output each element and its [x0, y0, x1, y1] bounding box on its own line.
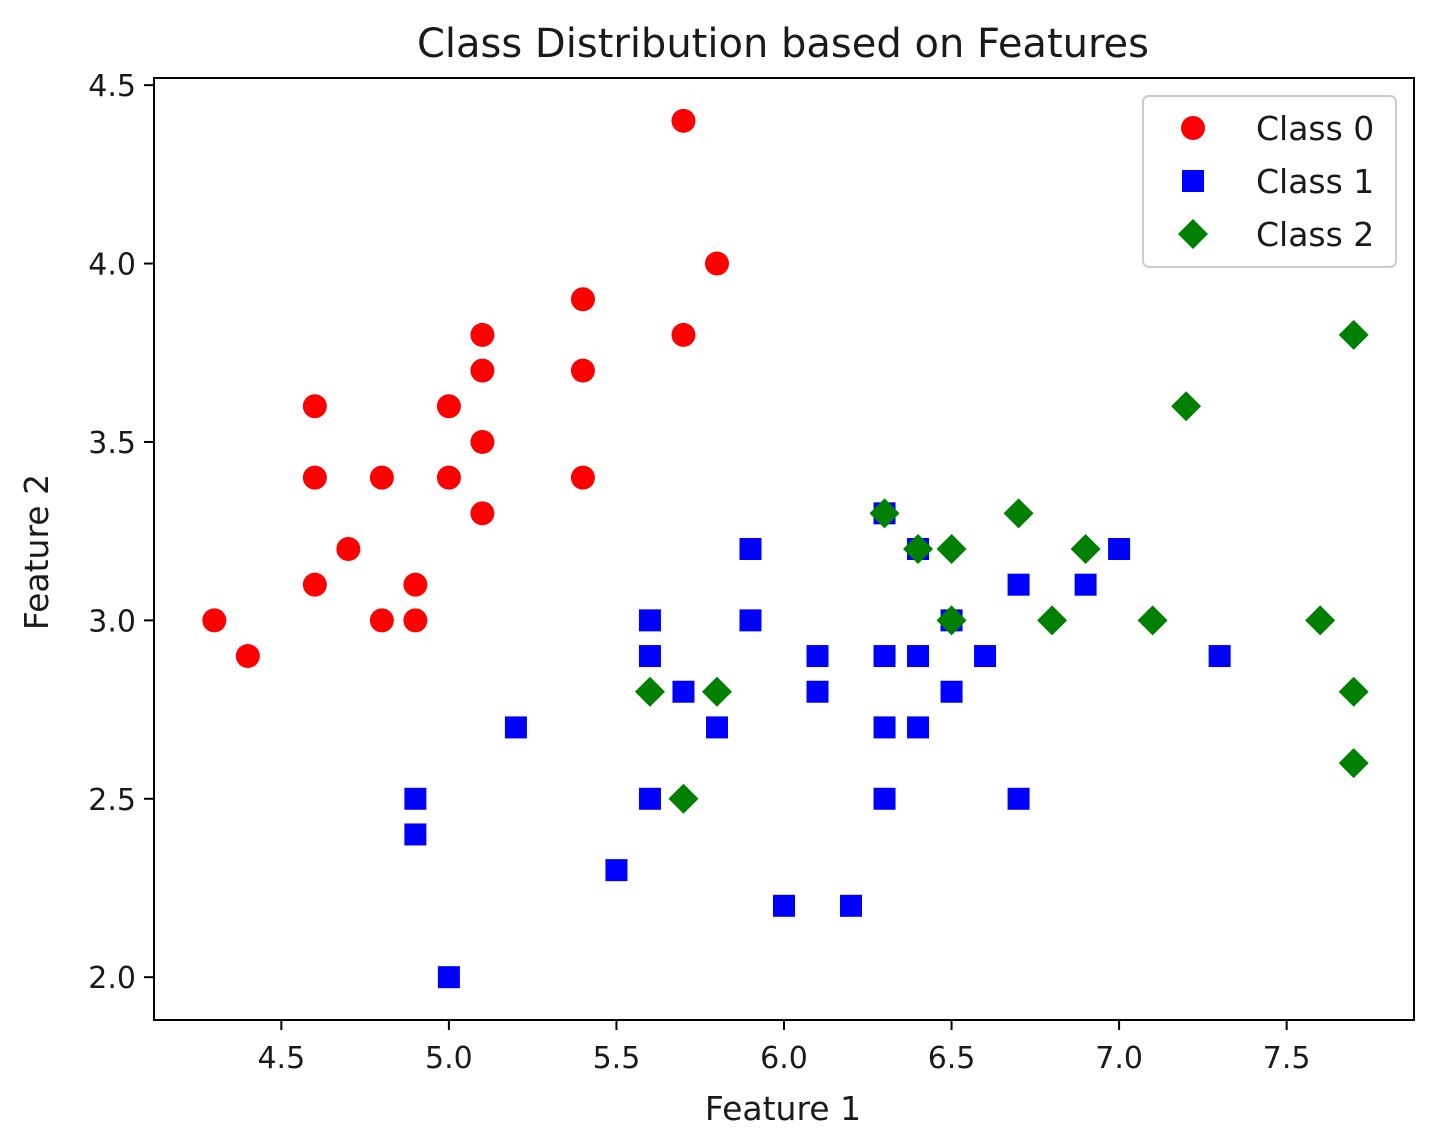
data-point — [806, 680, 829, 703]
y-tick-label: 2.0 — [88, 961, 136, 996]
data-point — [1108, 538, 1131, 560]
data-point — [404, 787, 427, 810]
data-point — [1338, 319, 1369, 350]
data-point — [907, 716, 930, 739]
data-point — [470, 429, 495, 454]
y-axis: 2.0 2.5 3.0 3.5 4.0 4.5 — [88, 69, 154, 996]
data-point — [570, 358, 595, 383]
data-point — [739, 538, 762, 560]
data-point — [940, 680, 963, 703]
data-point — [202, 608, 227, 633]
data-point — [1007, 573, 1030, 596]
x-axis: 4.5 5.0 5.5 6.0 6.5 7.0 7.5 — [257, 1020, 1311, 1076]
data-point — [302, 465, 327, 490]
data-point — [739, 609, 762, 632]
data-point — [470, 501, 495, 526]
data-point — [840, 894, 863, 917]
data-point — [873, 645, 896, 668]
data-point — [302, 572, 327, 597]
data-point — [974, 645, 997, 668]
data-point — [634, 676, 665, 707]
data-point — [668, 783, 699, 814]
legend-marker — [1178, 219, 1208, 249]
data-point — [806, 645, 829, 668]
legend-box — [1142, 95, 1397, 268]
data-point — [1137, 605, 1168, 636]
x-tick-label: 6.5 — [928, 1041, 976, 1076]
data-point — [936, 605, 967, 636]
y-tick-label: 4.0 — [88, 248, 136, 283]
x-tick-label: 5.0 — [425, 1041, 473, 1076]
x-tick-label: 7.5 — [1263, 1041, 1311, 1076]
data-point — [470, 358, 495, 383]
data-point — [369, 608, 394, 633]
y-tick-label: 2.5 — [88, 783, 136, 818]
data-point — [701, 676, 732, 707]
data-point — [705, 716, 728, 739]
legend-label: Class 0 — [1256, 109, 1374, 148]
data-point — [1037, 605, 1068, 636]
data-point — [1003, 498, 1034, 529]
data-point — [936, 534, 967, 564]
data-point — [570, 287, 595, 312]
data-point — [369, 465, 394, 490]
data-point — [235, 644, 260, 669]
data-point — [437, 966, 460, 989]
data-point — [302, 394, 327, 419]
data-point — [873, 787, 896, 810]
data-point — [1208, 645, 1231, 668]
legend-marker — [1181, 116, 1205, 140]
legend-label: Class 2 — [1256, 215, 1374, 254]
data-point — [1305, 605, 1336, 636]
data-point — [605, 859, 628, 882]
data-point — [504, 716, 527, 739]
data-point — [907, 645, 930, 668]
data-point — [672, 680, 695, 703]
data-point — [1338, 676, 1369, 707]
y-tick-label: 3.5 — [88, 426, 136, 461]
series-class-1 — [404, 502, 1231, 989]
y-tick-label: 3.0 — [88, 604, 136, 639]
x-tick-label: 6.0 — [760, 1041, 808, 1076]
data-point — [436, 394, 461, 419]
legend-marker — [1182, 170, 1204, 192]
y-axis-label: Feature 2 — [17, 474, 56, 630]
series-class-2 — [634, 319, 1369, 814]
data-point — [873, 716, 896, 739]
data-point — [1007, 787, 1030, 810]
data-point — [470, 322, 495, 347]
x-axis-label: Feature 1 — [705, 1089, 861, 1128]
data-point — [638, 787, 661, 810]
series-class-0 — [202, 108, 729, 669]
data-point — [336, 537, 361, 561]
data-point — [671, 108, 696, 133]
data-point — [903, 534, 934, 564]
y-tick-label: 4.5 — [88, 69, 136, 104]
chart-title: Class Distribution based on Features — [417, 21, 1149, 67]
legend-label: Class 1 — [1256, 162, 1374, 201]
data-point — [704, 251, 729, 276]
data-point — [638, 645, 661, 668]
data-point — [671, 322, 696, 347]
data-point — [1338, 748, 1369, 779]
x-tick-label: 5.5 — [593, 1041, 641, 1076]
data-point — [638, 609, 661, 632]
data-point — [404, 823, 427, 846]
data-point — [403, 608, 428, 633]
data-point — [773, 894, 795, 917]
data-point — [1074, 573, 1097, 596]
legend: Class 0 Class 1 Class 2 — [1142, 95, 1397, 268]
x-tick-label: 7.0 — [1095, 1041, 1143, 1076]
data-point — [869, 498, 900, 529]
data-point — [570, 465, 595, 490]
data-point — [1070, 534, 1101, 564]
data-point — [1171, 391, 1202, 422]
x-tick-label: 4.5 — [257, 1041, 305, 1076]
data-point — [403, 572, 428, 597]
data-point — [436, 465, 461, 490]
